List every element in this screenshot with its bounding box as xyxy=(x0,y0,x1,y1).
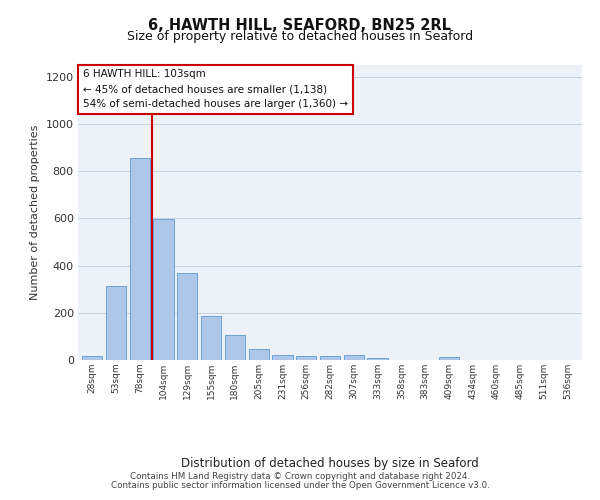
Text: Contains public sector information licensed under the Open Government Licence v3: Contains public sector information licen… xyxy=(110,481,490,490)
Text: Distribution of detached houses by size in Seaford: Distribution of detached houses by size … xyxy=(181,458,479,470)
Bar xyxy=(225,335,245,360)
Bar xyxy=(177,272,197,360)
Text: Contains HM Land Registry data © Crown copyright and database right 2024.: Contains HM Land Registry data © Crown c… xyxy=(130,472,470,481)
Bar xyxy=(154,219,173,360)
Bar xyxy=(320,356,340,360)
Bar xyxy=(439,357,459,360)
Bar xyxy=(272,355,293,360)
Bar xyxy=(296,356,316,360)
Bar xyxy=(130,158,150,360)
Y-axis label: Number of detached properties: Number of detached properties xyxy=(30,125,40,300)
Bar xyxy=(248,348,269,360)
Text: 6 HAWTH HILL: 103sqm
← 45% of detached houses are smaller (1,138)
54% of semi-de: 6 HAWTH HILL: 103sqm ← 45% of detached h… xyxy=(83,70,348,109)
Bar xyxy=(367,358,388,360)
Text: 6, HAWTH HILL, SEAFORD, BN25 2RL: 6, HAWTH HILL, SEAFORD, BN25 2RL xyxy=(149,18,452,32)
Bar xyxy=(106,286,126,360)
Bar xyxy=(201,316,221,360)
Text: Size of property relative to detached houses in Seaford: Size of property relative to detached ho… xyxy=(127,30,473,43)
Bar xyxy=(82,356,103,360)
Bar xyxy=(344,356,364,360)
